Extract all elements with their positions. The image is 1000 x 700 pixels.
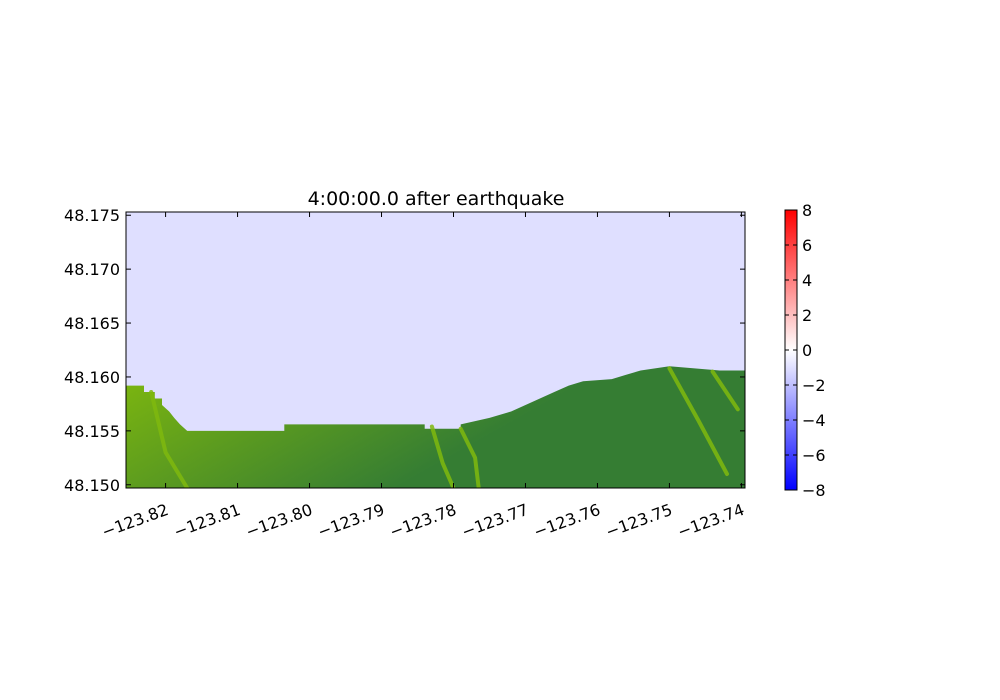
x-tick-label: −123.81 xyxy=(171,500,243,542)
colorbar-tick-label: 8 xyxy=(802,201,812,220)
x-tick-label: −123.82 xyxy=(99,500,171,542)
land-channel xyxy=(458,426,481,488)
land-channel xyxy=(667,366,729,476)
land-channel xyxy=(429,424,456,488)
colorbar-tick-label: −4 xyxy=(802,411,826,430)
colorbar-tick-label: −8 xyxy=(802,481,826,500)
land-channel xyxy=(710,369,740,412)
y-axis: 48.150 48.155 48.160 48.165 48.170 48.175 xyxy=(64,206,745,495)
y-tick-label: 48.175 xyxy=(64,206,120,225)
colorbar-tick-label: 0 xyxy=(802,341,812,360)
plot-area xyxy=(125,211,746,489)
x-tick-label: −123.75 xyxy=(603,500,675,542)
x-tick-label: −123.77 xyxy=(459,500,531,542)
x-tick-label: −123.74 xyxy=(675,500,747,542)
y-tick-label: 48.155 xyxy=(64,422,120,441)
y-tick-label: 48.165 xyxy=(64,314,120,333)
x-tick-label: −123.78 xyxy=(387,500,459,542)
land-topography xyxy=(126,366,745,488)
plot-frame xyxy=(125,211,746,489)
x-tick-label: −123.79 xyxy=(315,500,387,542)
x-tick-label: −123.76 xyxy=(531,500,603,542)
colorbar-tick-label: 4 xyxy=(802,271,812,290)
colorbar-tick-label: 2 xyxy=(802,306,812,325)
y-tick-label: 48.150 xyxy=(64,476,120,495)
colorbar-tick-label: −6 xyxy=(802,446,826,465)
chart-title: 4:00:00.0 after earthquake xyxy=(308,188,565,210)
x-tick-label: −123.80 xyxy=(243,500,315,542)
colorbar-tick-label: −2 xyxy=(802,376,826,395)
y-tick-label: 48.160 xyxy=(64,368,120,387)
colorbar-tick-label: 6 xyxy=(802,236,812,255)
y-tick-label: 48.170 xyxy=(64,260,120,279)
colorbar: 8 6 4 2 0 −2 −4 −6 −8 xyxy=(784,201,826,500)
land-channel xyxy=(149,390,190,488)
